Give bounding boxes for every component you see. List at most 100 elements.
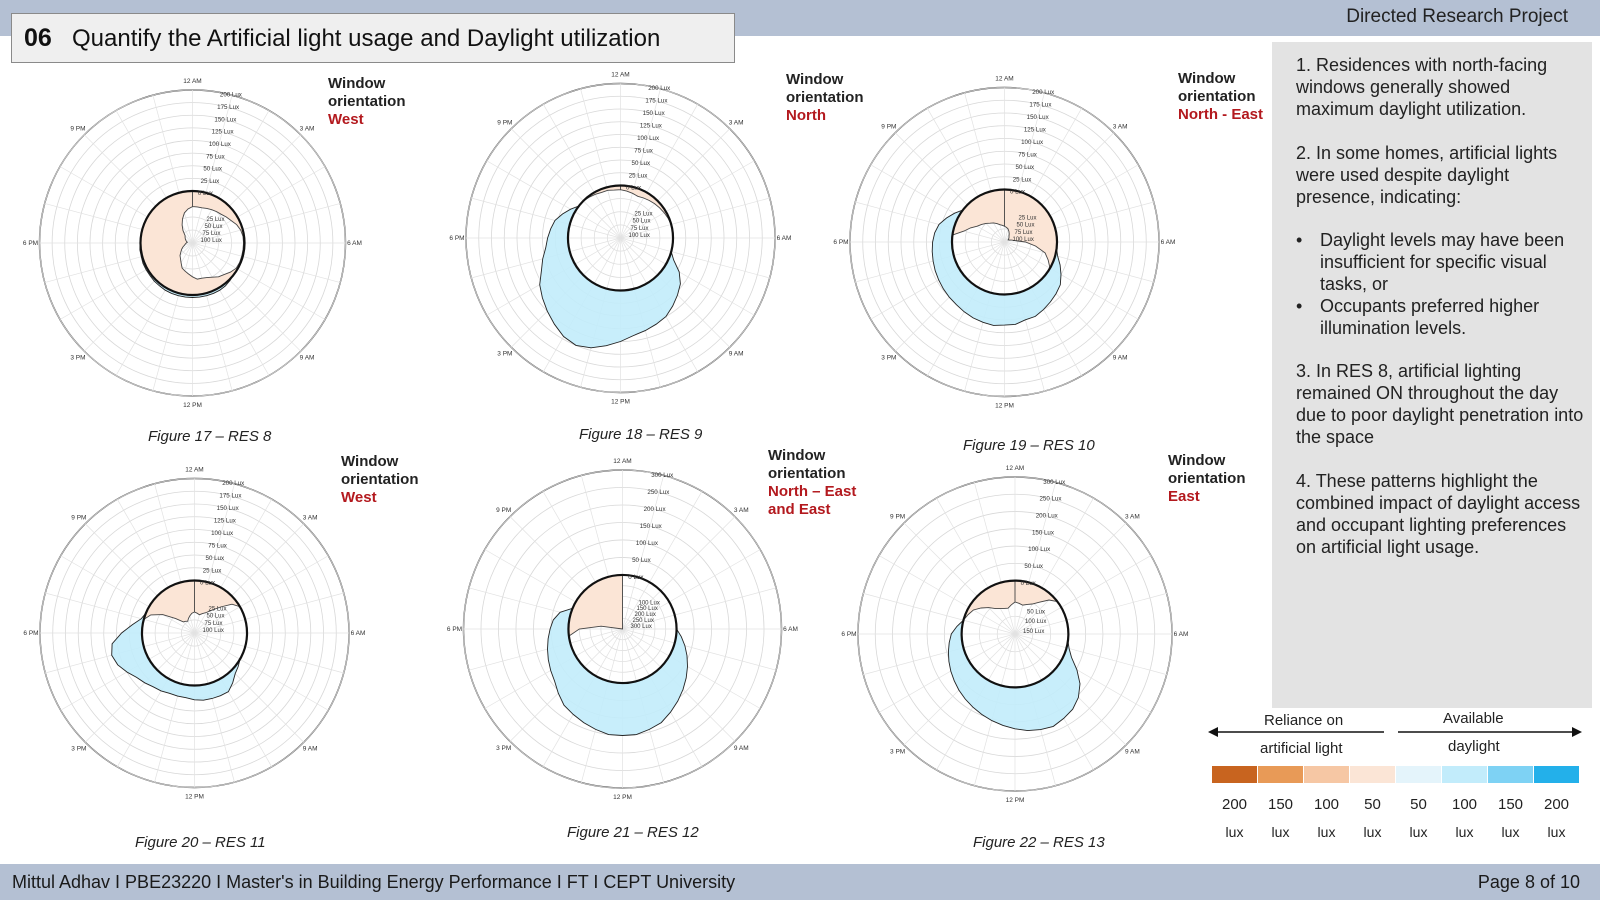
finding-2: 2. In some homes, artificial lights were…: [1296, 143, 1558, 207]
window-orientation-label: Window orientation West: [341, 453, 419, 506]
scale-label: 50 Lux: [207, 614, 225, 620]
time-label: 3 PM: [496, 745, 511, 752]
scale-label: 175 Lux: [217, 104, 240, 111]
scale-label: 150 Lux: [637, 606, 658, 612]
project-label: Directed Research Project: [1346, 6, 1568, 27]
scale-label: 200 Lux: [648, 85, 671, 92]
time-label: 12 AM: [183, 78, 201, 85]
scale-label: 200 Lux: [220, 92, 243, 99]
color-legend: Reliance on artificial light Available d…: [1208, 710, 1592, 852]
time-label: 3 AM: [734, 507, 749, 514]
grid-spoke: [194, 632, 329, 711]
time-label: 6 PM: [23, 240, 38, 247]
grid-spoke: [194, 632, 344, 674]
time-label: 6 AM: [347, 240, 362, 247]
scale-label: 300 Lux: [631, 624, 652, 630]
grid-spoke: [870, 164, 1005, 243]
time-label: 3 PM: [70, 355, 85, 362]
time-label: 6 PM: [447, 626, 462, 633]
time-label: 6 AM: [351, 630, 366, 637]
scale-label: 100 Lux: [629, 233, 650, 239]
scale-label: 100 Lux: [1025, 619, 1046, 625]
figure-caption: Figure 18 – RES 9: [579, 426, 703, 443]
section-number: 06: [24, 24, 52, 52]
footer-author: Mittul Adhav I PBE23220 I Master's in Bu…: [12, 872, 736, 892]
scale-label: 25 Lux: [1019, 216, 1037, 222]
time-label: 6 PM: [23, 630, 38, 637]
legend-value: 200: [1543, 796, 1570, 813]
scale-label: 50 Lux: [632, 557, 651, 564]
scale-label: 25 Lux: [209, 607, 227, 613]
legend-swatch-artificial-100: [1304, 766, 1349, 783]
scale-label: 125 Lux: [214, 518, 237, 525]
orientation-value: North - East: [1178, 106, 1264, 123]
orientation-value: West: [341, 489, 377, 506]
grid-spoke: [1014, 482, 1056, 635]
figure-caption: Figure 20 – RES 11: [135, 834, 266, 851]
grid-spoke: [192, 134, 301, 244]
zero-lux-ring: [960, 579, 1070, 689]
time-label: 3 AM: [300, 125, 315, 132]
time-label: 6 PM: [833, 239, 848, 246]
figure-caption: Figure 19 – RES 10: [963, 437, 1095, 454]
grid-spoke: [192, 242, 233, 391]
legend-swatch-daylight-100: [1442, 766, 1487, 783]
window-orientation-label: Window orientation North - East: [1178, 70, 1264, 123]
grid-spoke: [192, 242, 326, 320]
time-label: 12 PM: [613, 794, 632, 801]
grid-spoke: [192, 242, 301, 352]
legend-swatch-daylight-200: [1534, 766, 1579, 783]
scale-label: 100 Lux: [209, 141, 232, 148]
grid-spoke: [878, 633, 1016, 713]
scale-label: 175 Lux: [645, 98, 668, 105]
page-number: Page 8 of 10: [1477, 872, 1580, 892]
scale-label: 0 Lux: [200, 580, 216, 587]
scale-label: 50 Lux: [203, 166, 222, 173]
scale-label: 50 Lux: [633, 219, 651, 225]
grid-spoke: [622, 549, 761, 630]
scale-label: 100 Lux: [201, 238, 222, 244]
scale-label: 50 Lux: [206, 555, 225, 562]
grid-spoke: [1004, 241, 1154, 283]
grid-spoke: [620, 237, 770, 279]
time-label: 6 PM: [841, 631, 856, 638]
grid-spoke: [152, 95, 193, 244]
grid-spoke: [194, 592, 344, 634]
time-label: 6 AM: [1161, 239, 1176, 246]
figure-caption: Figure 17 – RES 8: [148, 428, 272, 445]
legend-swatch-artificial-150: [1258, 766, 1303, 783]
time-label: 12 AM: [995, 76, 1013, 83]
grid-spoke: [863, 593, 1016, 635]
scale-label: 100 Lux: [211, 530, 234, 537]
scale-label: 100 Lux: [1013, 237, 1034, 243]
figure-caption: Figure 21 – RES 12: [567, 824, 699, 841]
scale-label: 25 Lux: [1013, 176, 1032, 183]
scale-label: 0 Lux: [1021, 580, 1037, 587]
legend-value: 50: [1364, 796, 1381, 813]
legend-unit: lux: [1317, 824, 1336, 840]
bullet-item: Occupants preferred higher illumination …: [1296, 295, 1586, 339]
time-label: 3 PM: [890, 748, 905, 755]
scale-label: 0 Lux: [626, 185, 642, 192]
scale-label: 100 Lux: [203, 628, 224, 634]
grid-spoke: [620, 128, 730, 239]
scale-label: 50 Lux: [1016, 164, 1035, 171]
grid-spoke: [855, 241, 1005, 283]
zero-lux-ring: [567, 573, 678, 685]
grid-spoke: [45, 592, 195, 634]
orientation-value: North: [786, 107, 826, 124]
scale-label: 25 Lux: [629, 172, 648, 179]
legend-value: 100: [1451, 796, 1478, 813]
time-label: 3 PM: [71, 746, 86, 753]
time-label: 12 PM: [1006, 797, 1025, 804]
scale-label: 50 Lux: [632, 160, 651, 167]
legend-unit: lux: [1271, 824, 1290, 840]
grid-spoke: [192, 95, 233, 244]
scale-label: 50 Lux: [205, 224, 223, 230]
grid-spoke: [1004, 241, 1139, 320]
scale-label: 125 Lux: [212, 129, 235, 136]
